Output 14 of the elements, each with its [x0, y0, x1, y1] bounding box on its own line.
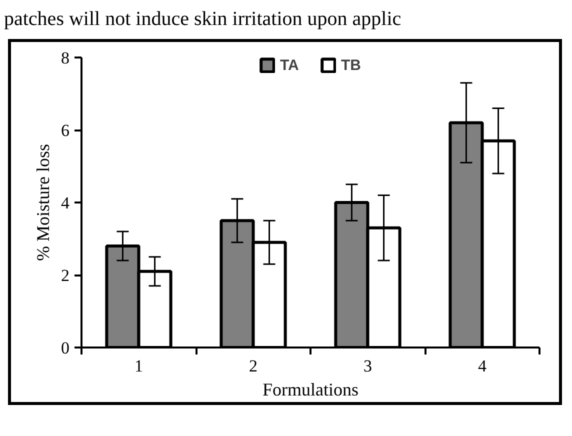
- legend-label: TA: [280, 56, 300, 74]
- y-tick-label: 8: [61, 48, 70, 68]
- y-tick-label: 0: [61, 338, 70, 358]
- x-axis-title: Formulations: [262, 379, 359, 400]
- y-tick-label: 6: [61, 120, 70, 140]
- x-tick-label: 3: [364, 356, 372, 376]
- text: patches will not induce skin irritation upon applic: [4, 7, 402, 32]
- x-tick-label: 2: [249, 356, 258, 376]
- legend-label: TB: [341, 56, 361, 74]
- y-axis-title: % Moisture loss: [33, 144, 53, 261]
- x-tick-label: 4: [478, 356, 487, 376]
- y-tick-label: 2: [61, 266, 70, 285]
- y-tick-label: 4: [61, 193, 70, 212]
- x-tick-label: 1: [134, 356, 143, 376]
